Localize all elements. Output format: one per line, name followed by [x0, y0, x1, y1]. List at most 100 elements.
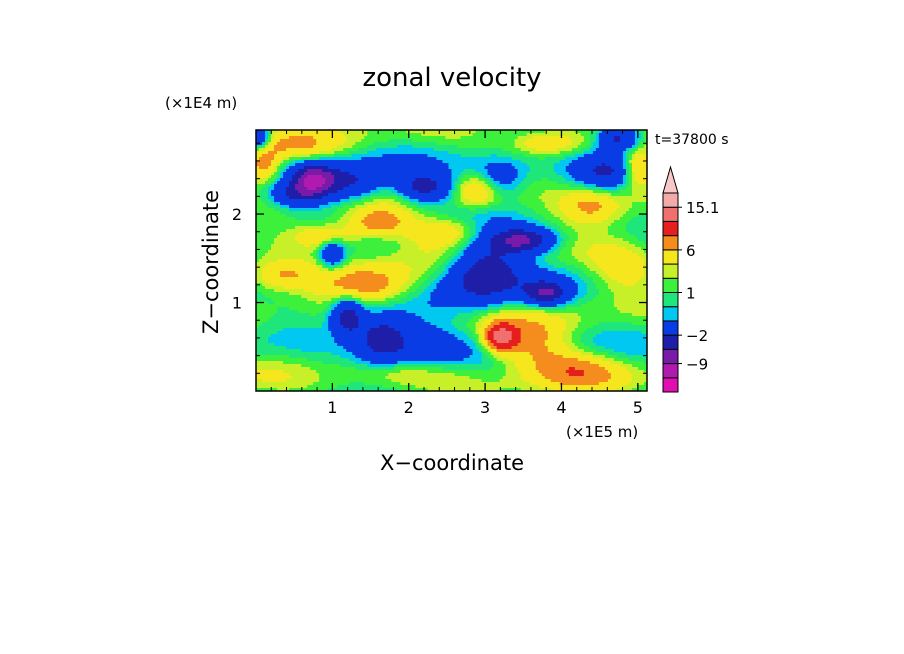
- field-cell: [409, 214, 413, 218]
- field-cell: [376, 205, 380, 209]
- field-cell: [451, 184, 455, 188]
- field-cell: [265, 142, 269, 146]
- field-cell: [358, 172, 362, 176]
- field-cell: [640, 184, 645, 188]
- field-cell: [514, 232, 519, 236]
- field-cell: [301, 232, 305, 236]
- field-cell: [337, 184, 341, 188]
- field-cell: [532, 181, 537, 185]
- field-cell: [469, 214, 474, 218]
- field-cell: [424, 187, 428, 191]
- field-cell: [484, 202, 489, 206]
- field-cell: [409, 244, 413, 248]
- field-cell: [391, 229, 395, 233]
- field-cell: [379, 205, 383, 209]
- field-cell: [526, 229, 531, 233]
- field-cell: [295, 133, 299, 137]
- field-cell: [367, 169, 371, 173]
- field-cell: [262, 160, 266, 164]
- field-cell: [592, 229, 597, 233]
- field-cell: [478, 190, 483, 194]
- field-cell: [607, 232, 612, 236]
- field-cell: [625, 151, 630, 155]
- field-cell: [574, 157, 579, 161]
- field-cell: [619, 205, 624, 209]
- field-cell: [397, 184, 401, 188]
- field-cell: [427, 160, 431, 164]
- field-cell: [262, 133, 266, 137]
- field-cell: [559, 169, 564, 173]
- field-cell: [550, 199, 555, 203]
- field-cell: [550, 163, 555, 167]
- field-cell: [460, 223, 464, 227]
- field-cell: [466, 169, 470, 173]
- field-cell: [454, 214, 458, 218]
- field-cell: [619, 145, 624, 149]
- field-cell: [496, 226, 501, 230]
- field-cell: [256, 181, 260, 185]
- field-cell: [544, 190, 549, 194]
- field-cell: [472, 172, 477, 176]
- field-cell: [526, 211, 531, 215]
- field-cell: [394, 145, 398, 149]
- field-cell: [409, 229, 413, 233]
- field-cell: [346, 238, 350, 242]
- field-cell: [532, 163, 537, 167]
- field-cell: [427, 139, 431, 143]
- field-cell: [532, 205, 537, 209]
- field-cell: [442, 166, 446, 170]
- field-cell: [616, 166, 621, 170]
- field-cell: [577, 226, 582, 230]
- field-cell: [463, 241, 467, 245]
- field-cell: [502, 172, 507, 176]
- field-cell: [439, 136, 443, 140]
- field-cell: [622, 166, 627, 170]
- field-cell: [643, 214, 648, 218]
- field-cell: [301, 148, 305, 152]
- field-cell: [418, 241, 422, 245]
- field-cell: [442, 169, 446, 173]
- field-cell: [346, 139, 350, 143]
- field-cell: [577, 214, 582, 218]
- field-cell: [502, 232, 507, 236]
- field-cell: [580, 229, 585, 233]
- field-cell: [334, 148, 338, 152]
- field-cell: [571, 157, 576, 161]
- field-cell: [283, 244, 287, 248]
- field-cell: [547, 223, 552, 227]
- field-cell: [259, 217, 263, 221]
- field-cell: [271, 166, 275, 170]
- field-cell: [436, 196, 440, 200]
- field-cell: [640, 178, 645, 182]
- field-cell: [505, 205, 510, 209]
- field-cell: [415, 151, 419, 155]
- field-cell: [448, 187, 452, 191]
- field-cell: [361, 208, 365, 212]
- field-cell: [598, 154, 603, 158]
- field-cell: [490, 190, 495, 194]
- field-cell: [469, 190, 474, 194]
- field-cell: [346, 181, 350, 185]
- field-cell: [322, 136, 326, 140]
- field-cell: [508, 229, 513, 233]
- field-cell: [370, 172, 374, 176]
- field-cell: [604, 238, 609, 242]
- field-cell: [292, 208, 296, 212]
- field-cell: [610, 187, 615, 191]
- field-cell: [352, 148, 356, 152]
- field-cell: [448, 160, 452, 164]
- field-cell: [454, 175, 458, 179]
- field-cell: [364, 172, 368, 176]
- field-cell: [451, 241, 455, 245]
- field-cell: [550, 145, 555, 149]
- field-cell: [406, 169, 410, 173]
- field-cell: [313, 151, 317, 155]
- field-cell: [472, 184, 477, 188]
- field-cell: [340, 151, 344, 155]
- field-cell: [493, 202, 498, 206]
- field-cell: [427, 151, 431, 155]
- field-cell: [553, 208, 558, 212]
- field-cell: [616, 175, 621, 179]
- field-cell: [310, 211, 314, 215]
- field-cell: [643, 217, 648, 221]
